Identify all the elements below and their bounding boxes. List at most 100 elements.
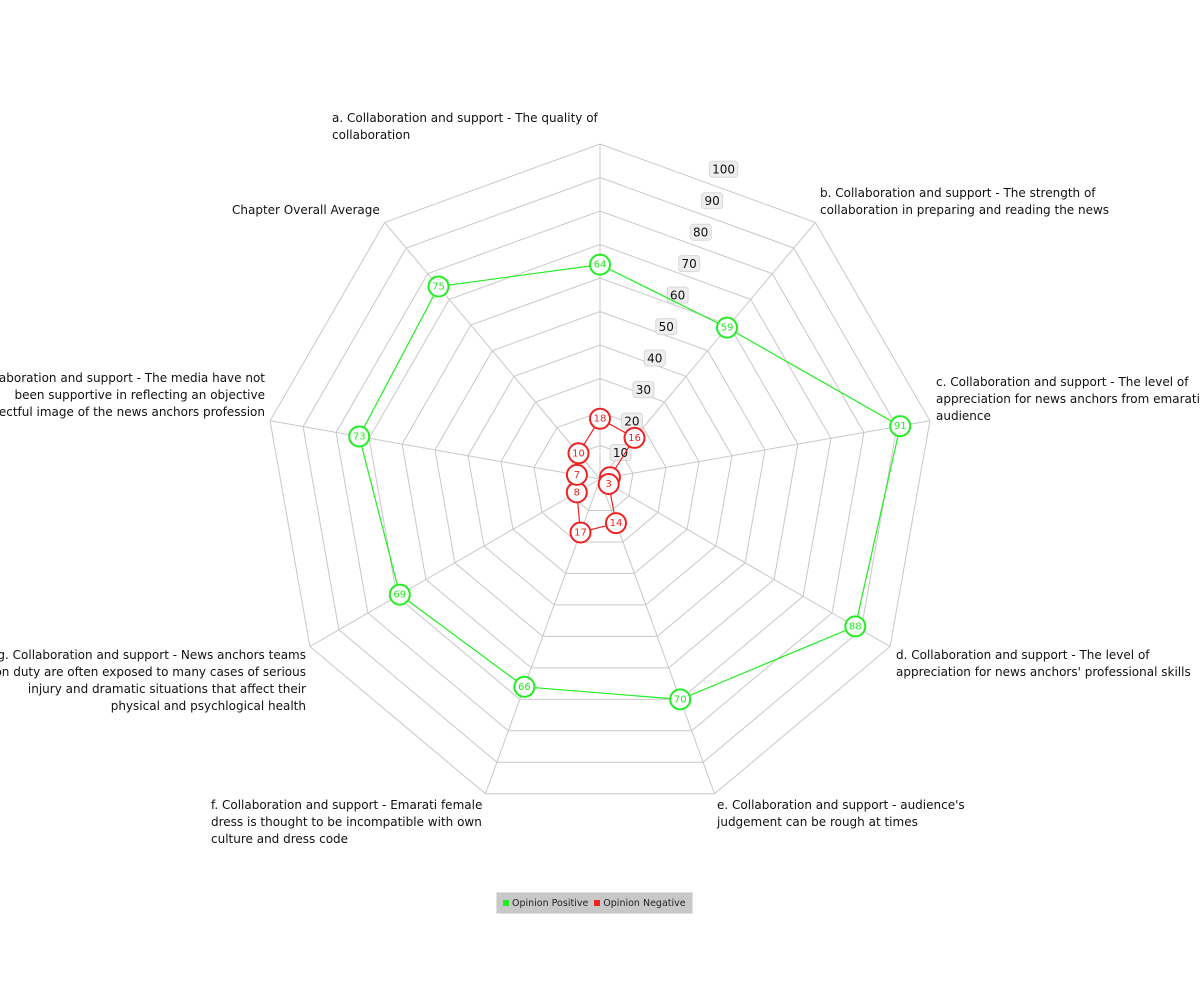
legend-item-positive: Opinion Positive xyxy=(503,898,588,909)
axis-label-8: Chapter Overall Average xyxy=(232,203,380,217)
tick-label-text: 60 xyxy=(670,289,685,303)
grid-spoke xyxy=(599,420,930,480)
legend-label-positive: Opinion Positive xyxy=(512,897,589,909)
data-point-label: 91 xyxy=(894,421,907,432)
data-point-label: 10 xyxy=(572,448,585,459)
legend-label-negative: Opinion Negative xyxy=(603,897,686,909)
axis-labels: a. Collaboration and support - The quali… xyxy=(0,111,1200,846)
data-point-label: 8 xyxy=(574,487,580,498)
axis-label-line: collaboration xyxy=(332,128,410,142)
data-point: 69 xyxy=(388,583,411,606)
data-point: 59 xyxy=(716,316,738,339)
axis-label-5: f. Collaboration and support - Emarati f… xyxy=(211,798,482,846)
axis-label-line: b. Collaboration and support - The stren… xyxy=(820,186,1096,200)
data-point-marker xyxy=(569,521,592,544)
data-point: 66 xyxy=(513,675,536,698)
axis-label-3: d. Collaboration and support - The level… xyxy=(896,648,1191,679)
axis-label-line: a. Collaboration and support - The quali… xyxy=(332,111,599,125)
data-point: 75 xyxy=(427,275,450,298)
data-point-label: 3 xyxy=(606,479,612,490)
data-point-marker xyxy=(565,463,588,486)
grid-spoke xyxy=(599,478,891,647)
axis-label-line: e. Collaboration and support - audience'… xyxy=(717,798,965,812)
axis-label-line: audience xyxy=(936,409,991,423)
grid-ring xyxy=(566,444,634,511)
axis-label-line: on duty are often exposed to many cases … xyxy=(0,665,306,679)
data-point: 18 xyxy=(589,407,611,430)
tick-label-text: 90 xyxy=(704,194,719,208)
series-negative: 18163314178710 xyxy=(565,407,646,544)
axis-label-line: h. Collaboration and support - The media… xyxy=(0,371,265,385)
grid-ring xyxy=(500,377,700,574)
axis-label-line: Chapter Overall Average xyxy=(232,203,380,217)
data-point: 17 xyxy=(569,521,592,544)
data-point-label: 16 xyxy=(628,433,641,444)
legend-item-negative: Opinion Negative xyxy=(594,897,686,909)
data-point: 64 xyxy=(589,253,611,276)
tick-label-60: 60 xyxy=(666,286,689,304)
tick-label-text: 70 xyxy=(682,257,697,271)
data-point: 73 xyxy=(348,425,371,448)
tick-label-bg xyxy=(708,160,739,178)
axis-label-line: c. Collaboration and support - The level… xyxy=(936,375,1189,389)
grid-ring xyxy=(467,344,733,606)
tick-label-bg xyxy=(632,381,655,399)
axis-label-line: culture and dress code xyxy=(211,832,348,846)
data-point-label: 69 xyxy=(393,590,406,601)
axis-label-line: judgement can be rough at times xyxy=(716,815,918,829)
data-point: 14 xyxy=(605,512,627,535)
data-point-label: 59 xyxy=(721,323,734,334)
tick-label-10: 10 xyxy=(609,444,632,461)
tick-label-80: 80 xyxy=(689,223,712,241)
data-point-label: 70 xyxy=(674,694,687,705)
grid-ring xyxy=(533,411,667,543)
data-point-marker xyxy=(605,512,627,535)
tick-label-bg xyxy=(701,192,724,210)
data-point: 10 xyxy=(567,442,590,465)
tick-label-50: 50 xyxy=(655,318,678,336)
data-point-marker xyxy=(589,253,611,276)
data-point: 91 xyxy=(889,415,912,438)
grid-ring xyxy=(434,310,766,637)
tick-label-bg xyxy=(689,223,712,241)
axis-label-line: d. Collaboration and support - The level… xyxy=(896,648,1150,662)
data-point-marker xyxy=(348,425,371,448)
axis-label-2: c. Collaboration and support - The level… xyxy=(936,375,1200,423)
data-point-marker xyxy=(513,675,536,698)
tick-label-text: 40 xyxy=(647,352,662,366)
series-positive: 64 59 91 88 70 66 69 73 75 xyxy=(348,253,912,711)
tick-label-text: 100 xyxy=(712,163,735,177)
data-point-label: 75 xyxy=(432,282,445,293)
tick-label-bg xyxy=(643,349,666,367)
axis-label-line: dress is thought to be incompatible with… xyxy=(211,815,482,829)
data-point-marker xyxy=(623,426,646,449)
tick-label-text: 50 xyxy=(659,320,674,334)
series-line xyxy=(358,263,901,701)
data-point-label: 14 xyxy=(610,518,623,529)
grid-spoke xyxy=(309,478,601,647)
tick-label-20: 20 xyxy=(620,412,643,430)
axis-label-line: been supportive in reflecting an objecti… xyxy=(15,388,266,402)
tick-label-30: 30 xyxy=(632,381,655,399)
axis-label-line: f. Collaboration and support - Emarati f… xyxy=(211,798,482,812)
axis-label-line: appreciation for news anchors' professio… xyxy=(896,665,1191,679)
axis-label-line: injury and dramatic situations that affe… xyxy=(28,682,306,696)
data-point-marker xyxy=(597,473,620,495)
data-point-label: 64 xyxy=(594,260,607,271)
data-point: 88 xyxy=(844,615,867,638)
data-point-marker xyxy=(716,316,738,339)
radar-grid xyxy=(269,143,931,795)
data-point-label: 88 xyxy=(849,621,862,632)
tick-label-70: 70 xyxy=(678,255,701,273)
tick-label-text: 10 xyxy=(613,446,628,460)
axis-label-0: a. Collaboration and support - The quali… xyxy=(332,111,599,142)
tick-label-text: 30 xyxy=(636,383,651,397)
tick-label-text: 80 xyxy=(693,226,708,240)
axis-label-6: g. Collaboration and support - News anch… xyxy=(0,648,306,713)
data-point-marker xyxy=(427,275,450,298)
axis-label-4: e. Collaboration and support - audience'… xyxy=(716,798,965,829)
data-point-marker xyxy=(388,583,411,606)
data-point-marker xyxy=(567,442,590,465)
grid-ring xyxy=(401,277,799,669)
grid-spoke xyxy=(270,420,601,480)
